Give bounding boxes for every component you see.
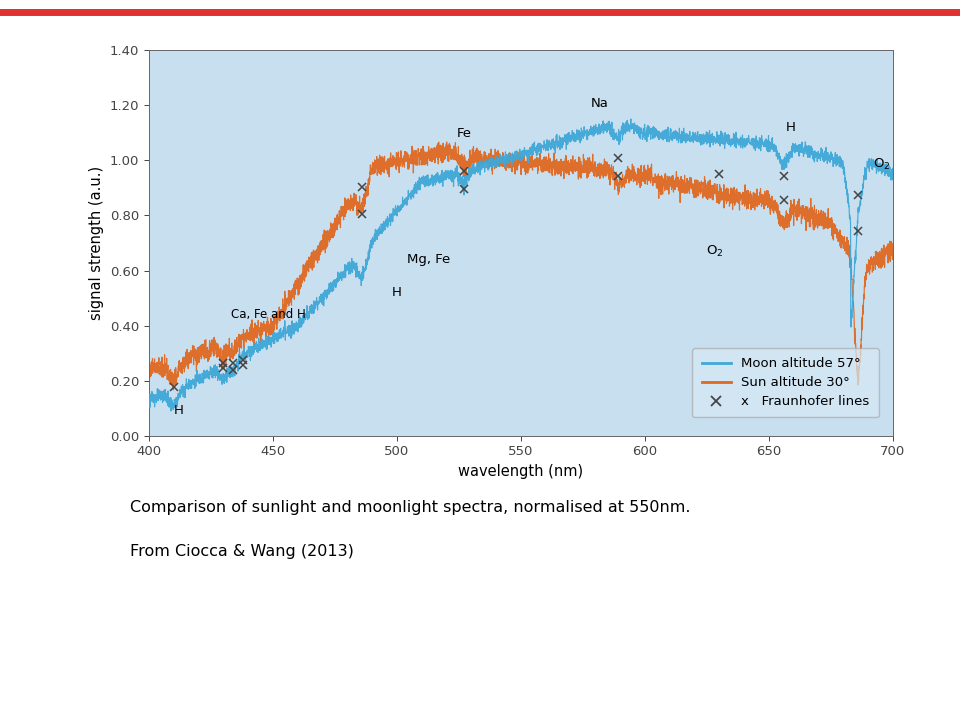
Text: H: H — [392, 286, 401, 299]
Text: Fe: Fe — [456, 127, 471, 140]
Text: From Ciocca & Wang (2013): From Ciocca & Wang (2013) — [130, 544, 353, 559]
Text: Na: Na — [591, 96, 609, 109]
Legend: Moon altitude 57°, Sun altitude 30°, x   Fraunhofer lines: Moon altitude 57°, Sun altitude 30°, x F… — [692, 348, 878, 418]
Text: O$_2$: O$_2$ — [706, 244, 723, 259]
Y-axis label: signal strength (a.u.): signal strength (a.u.) — [89, 166, 104, 320]
Text: H: H — [174, 404, 183, 417]
Text: Mg, Fe: Mg, Fe — [407, 253, 450, 266]
Text: Ca, Fe and H: Ca, Fe and H — [230, 308, 305, 321]
Text: H: H — [786, 121, 796, 135]
X-axis label: wavelength (nm): wavelength (nm) — [458, 464, 584, 479]
Text: Comparison of sunlight and moonlight spectra, normalised at 550nm.: Comparison of sunlight and moonlight spe… — [130, 500, 690, 516]
Text: O$_2$: O$_2$ — [873, 157, 891, 172]
